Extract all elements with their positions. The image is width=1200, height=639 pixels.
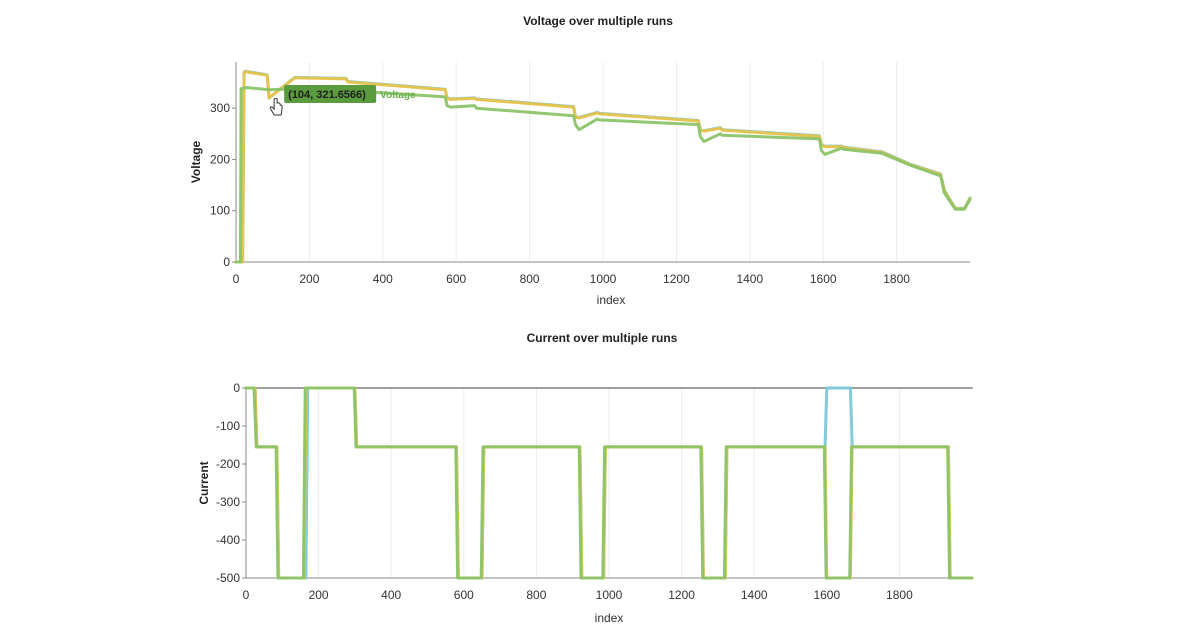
- y-tick-label: 0: [233, 381, 240, 395]
- x-tick-label: 800: [520, 272, 540, 286]
- hand-shape: [269, 98, 283, 116]
- y-tick-label: 0: [223, 255, 230, 269]
- x-tick-label: 1600: [810, 272, 837, 286]
- chart-title: Voltage over multiple runs: [523, 14, 673, 28]
- x-tick-label: 1000: [590, 272, 617, 286]
- x-tick-label: 1800: [886, 588, 913, 602]
- hand-cursor-icon: [269, 98, 283, 116]
- x-tick-label: 600: [454, 588, 474, 602]
- current-chart: Current over multiple runs 0 200 400 600 800 1…: [197, 331, 974, 625]
- y-tick-label: -400: [216, 533, 240, 547]
- x-axis-label: index: [597, 293, 626, 307]
- y-tick-label: 100: [210, 204, 230, 218]
- x-tick-label: 400: [373, 272, 393, 286]
- y-tick-label: -500: [216, 571, 240, 585]
- x-tick-label: 600: [446, 272, 466, 286]
- x-tick-label: 0: [243, 588, 250, 602]
- y-axis-label: Current: [197, 461, 211, 504]
- x-tick-label: 0: [233, 272, 240, 286]
- y-tick-label: -100: [216, 419, 240, 433]
- y-tick-label: -200: [216, 457, 240, 471]
- tooltip-series-label: Voltage: [380, 90, 416, 101]
- voltage-chart: Voltage over multiple runs 0 200 400 600 800 1…: [189, 14, 972, 307]
- x-tick-label: 400: [381, 588, 401, 602]
- x-tick-label: 800: [526, 588, 546, 602]
- x-tick-label: 200: [299, 272, 319, 286]
- y-tick-label: 200: [210, 152, 230, 166]
- y-tick-label: 300: [210, 101, 230, 115]
- tooltip: (104, 321.6566) Voltage: [269, 85, 416, 116]
- tooltip-box: [284, 85, 377, 104]
- x-tick-label: 200: [309, 588, 329, 602]
- series-line-4: [244, 386, 974, 580]
- x-tick-label: 1800: [883, 272, 910, 286]
- chart-title: Current over multiple runs: [527, 331, 678, 345]
- x-tick-label: 1600: [813, 588, 840, 602]
- x-tick-label: 1400: [741, 588, 768, 602]
- y-axis-label: Voltage: [189, 140, 203, 183]
- y-tick-label: -300: [216, 495, 240, 509]
- x-tick-label: 1200: [668, 588, 695, 602]
- x-tick-label: 1400: [736, 272, 763, 286]
- x-tick-label: 1200: [663, 272, 690, 286]
- x-tick-label: 1000: [596, 588, 623, 602]
- tooltip-text: (104, 321.6566): [288, 89, 366, 101]
- x-axis-label: index: [595, 611, 624, 625]
